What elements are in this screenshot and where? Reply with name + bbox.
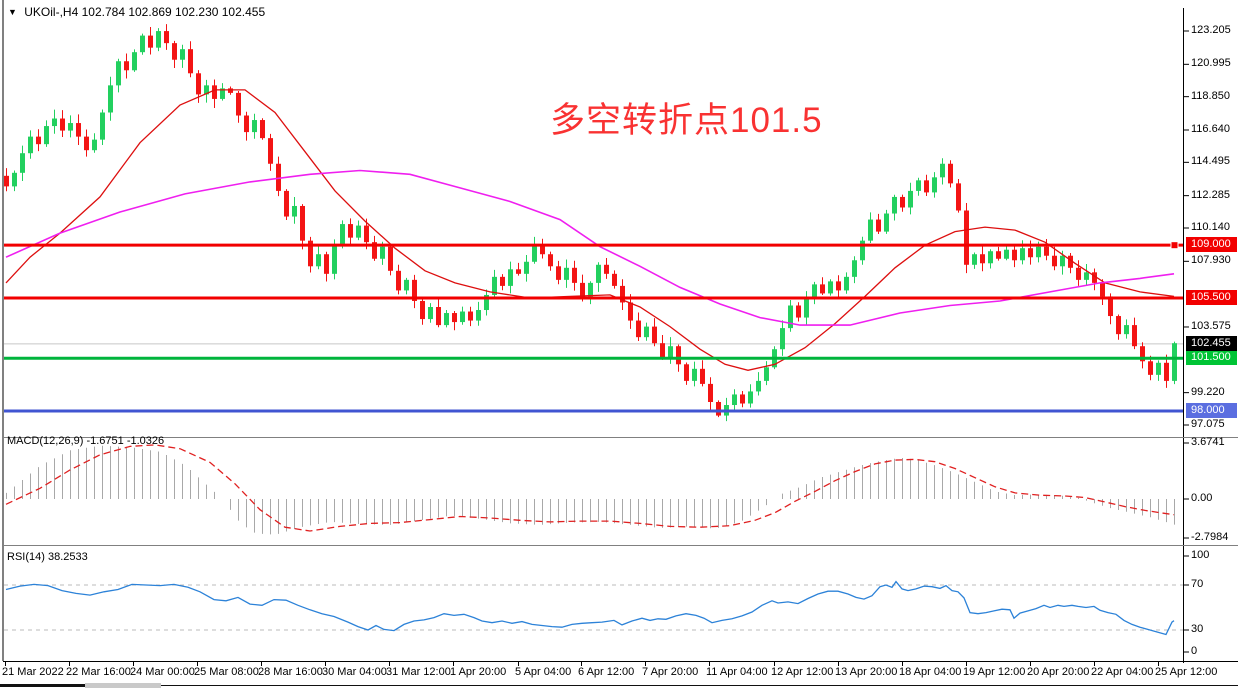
time-axis-label: 19 Apr 12:00 <box>963 666 1026 678</box>
scrollbar-track-left[interactable] <box>0 684 85 687</box>
price-axis-label: 103.575 <box>1191 319 1231 332</box>
time-axis[interactable]: 21 Mar 2022 22 Mar 16:00 24 Mar 00:00 25 Ma… <box>0 662 1238 682</box>
price-axis-label: 97.075 <box>1191 417 1225 430</box>
price-axis-label: 114.495 <box>1191 155 1230 168</box>
time-axis-label: 6 Apr 12:00 <box>578 666 635 678</box>
price-axis-label: 112.285 <box>1191 188 1230 201</box>
chart-title-symbol: UKOil-,H4 <box>24 5 79 19</box>
time-axis-label: 1 Apr 20:00 <box>450 666 507 678</box>
time-axis-label: 30 Mar 04:00 <box>322 666 387 678</box>
price-axis-label: 99.220 <box>1191 385 1225 398</box>
rsi-axis-label: 0 <box>1191 645 1198 657</box>
rsi-label: RSI(14) 38.2533 <box>7 551 88 563</box>
time-axis-label: 28 Mar 16:00 <box>258 666 323 678</box>
price-axis-label: 118.850 <box>1191 89 1230 102</box>
time-axis-label: 5 Apr 04:00 <box>515 666 572 678</box>
macd-axis-label: 0.00 <box>1191 492 1213 504</box>
price-level-chip: 105.500 <box>1186 289 1237 305</box>
symbol-dropdown-icon[interactable]: ▼ <box>8 7 17 17</box>
chart-title: ▼ UKOil-,H4 102.784 102.869 102.230 102.… <box>8 5 265 19</box>
time-axis-label: 24 Mar 00:00 <box>130 666 195 678</box>
macd-label: MACD(12,26,9) -1.6751 -1.0326 <box>7 435 165 447</box>
time-axis-label: 22 Apr 04:00 <box>1091 666 1154 678</box>
price-axis-label: 123.205 <box>1191 24 1231 36</box>
time-axis-label: 25 Apr 12:00 <box>1155 666 1218 678</box>
price-axis-label: 107.930 <box>1191 254 1231 267</box>
time-axis-label: 22 Mar 16:00 <box>66 666 131 678</box>
time-axis-label: 25 Mar 08:00 <box>194 666 259 678</box>
time-axis-label: 18 Apr 04:00 <box>899 666 962 678</box>
rsi-axis-label: 70 <box>1191 578 1204 590</box>
price-level-chip: 109.000 <box>1186 237 1237 253</box>
time-axis-label: 20 Apr 20:00 <box>1027 666 1090 678</box>
time-axis-label: 7 Apr 20:00 <box>642 666 699 678</box>
price-level-chip: 98.000 <box>1186 403 1237 419</box>
price-axis-label: 120.995 <box>1191 57 1231 70</box>
price-axis-label: 110.140 <box>1191 220 1230 233</box>
time-axis-label: 31 Mar 12:00 <box>386 666 451 678</box>
macd-axis-label: -2.7984 <box>1191 531 1229 543</box>
rsi-axis-label: 100 <box>1191 549 1210 561</box>
chart-title-ohlc: 102.784 102.869 102.230 102.455 <box>81 5 266 19</box>
time-axis-label: 11 Apr 04:00 <box>706 666 768 678</box>
scrollbar-track-right[interactable] <box>161 685 1238 686</box>
price-axis[interactable]: 123.205 120.995 118.850 116.640 114.495 112.2… <box>1183 0 1238 662</box>
annotation-text: 多空转折点101.5 <box>550 101 823 140</box>
time-axis-label: 13 Apr 20:00 <box>835 666 898 678</box>
current-price-chip: 102.455 <box>1186 335 1237 351</box>
macd-axis-label: 3.6741 <box>1191 436 1225 448</box>
price-axis-label: 116.640 <box>1191 122 1230 135</box>
time-axis-label: 12 Apr 12:00 <box>771 666 834 678</box>
rsi-axis-label: 30 <box>1191 623 1204 635</box>
price-level-chip: 101.500 <box>1186 350 1237 366</box>
scrollbar-thumb[interactable] <box>85 683 161 688</box>
time-axis-label: 21 Mar 2022 <box>2 666 64 678</box>
